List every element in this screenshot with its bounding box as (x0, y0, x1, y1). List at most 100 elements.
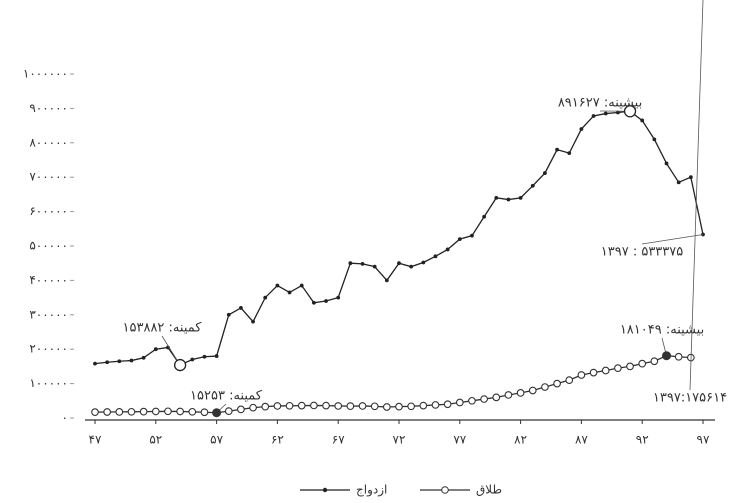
point (139, 407, 148, 416)
point (577, 371, 586, 379)
point (372, 264, 377, 269)
point (153, 347, 158, 352)
point (674, 352, 683, 361)
point (263, 295, 268, 300)
point (652, 137, 657, 142)
y-tick-label: ۷۰۰۰۰۰ (29, 170, 68, 184)
point (239, 306, 243, 310)
highlight-point (173, 358, 187, 372)
point (334, 402, 343, 410)
point (640, 118, 645, 123)
point (395, 402, 403, 411)
point (407, 402, 416, 411)
point (482, 214, 487, 219)
point (93, 361, 97, 366)
point (382, 403, 391, 411)
y-tick-label: ۱۰۰۰۰۰ (29, 376, 68, 390)
point (348, 261, 353, 266)
point (516, 389, 525, 397)
annotation: کمینه: ۱۵۳۸۸۲ (123, 321, 203, 336)
point (553, 379, 561, 388)
point (468, 396, 476, 405)
point (200, 408, 209, 417)
point (275, 283, 280, 288)
point (261, 402, 270, 411)
point (358, 402, 367, 410)
y-tick-label: ۲۰۰۰۰۰ (29, 342, 68, 356)
point (650, 357, 659, 366)
point (664, 161, 669, 166)
x-tick-label: ۸۷ (575, 433, 588, 447)
point (287, 290, 292, 295)
point (470, 233, 474, 238)
leader-line (689, 0, 704, 391)
point (273, 402, 282, 410)
point (445, 247, 450, 252)
point (615, 110, 620, 115)
point (603, 111, 608, 116)
y-tick-label: ۴۰۰۰۰۰ (29, 273, 68, 287)
point (249, 403, 257, 412)
point (297, 401, 306, 410)
point (541, 383, 549, 391)
point (103, 408, 112, 416)
point (224, 407, 233, 415)
y-tick-label: ۸۰۰۰۰۰ (29, 135, 68, 149)
point (614, 364, 622, 372)
legend-label: طلاق (476, 483, 502, 497)
point (164, 407, 172, 416)
point (528, 386, 537, 395)
point (431, 401, 440, 409)
point (190, 357, 195, 362)
point (91, 408, 99, 417)
point (105, 360, 110, 365)
point (518, 195, 523, 200)
y-tick-label: ۶۰۰۰۰۰ (29, 204, 68, 218)
point (443, 400, 452, 409)
x-tick-label: ۵۲ (149, 433, 162, 447)
point (409, 264, 414, 269)
point (384, 278, 389, 283)
point (251, 319, 255, 324)
annotation: کمینه: ۱۵۲۵۳ (190, 389, 263, 404)
point (360, 261, 365, 266)
annotation: بیشینه: ۱۸۱۰۴۹ (620, 323, 704, 338)
point (117, 359, 122, 364)
point (591, 114, 596, 118)
point (141, 355, 146, 360)
leader-line (641, 234, 704, 245)
point (421, 260, 426, 265)
point (419, 401, 428, 410)
point (188, 407, 197, 416)
point (226, 312, 231, 317)
point (506, 197, 511, 202)
y-tick-label: ۳۰۰۰۰۰ (29, 307, 68, 321)
point (638, 359, 647, 368)
point (565, 376, 574, 385)
y-tick-label: ۱۰۰۰۰۰۰ (23, 67, 68, 81)
x-tick-label: ۶۲ (271, 433, 284, 447)
point (322, 401, 330, 410)
annotation: ۱۳۹۷:۱۷۵۶۱۴ (653, 391, 727, 406)
point (433, 254, 438, 259)
legend-marker (441, 486, 449, 494)
legend-label: ازدواج (356, 483, 387, 498)
point (455, 398, 464, 407)
point (115, 408, 124, 416)
legend-marker (322, 487, 328, 493)
point (543, 171, 547, 175)
point (567, 151, 572, 156)
point (688, 175, 693, 180)
point (494, 195, 499, 200)
annotation: بیشینه: ۸۹۱۶۲۷ (558, 96, 642, 111)
point (397, 261, 401, 266)
point (202, 354, 207, 359)
point (127, 407, 136, 416)
point (285, 401, 294, 410)
point (370, 402, 379, 411)
x-tick-label: ۵۷ (210, 433, 223, 447)
x-tick-label: ۹۲ (636, 433, 649, 447)
x-tick-label: ۶۷ (332, 433, 345, 447)
x-tick-label: ۹۷ (697, 433, 710, 447)
